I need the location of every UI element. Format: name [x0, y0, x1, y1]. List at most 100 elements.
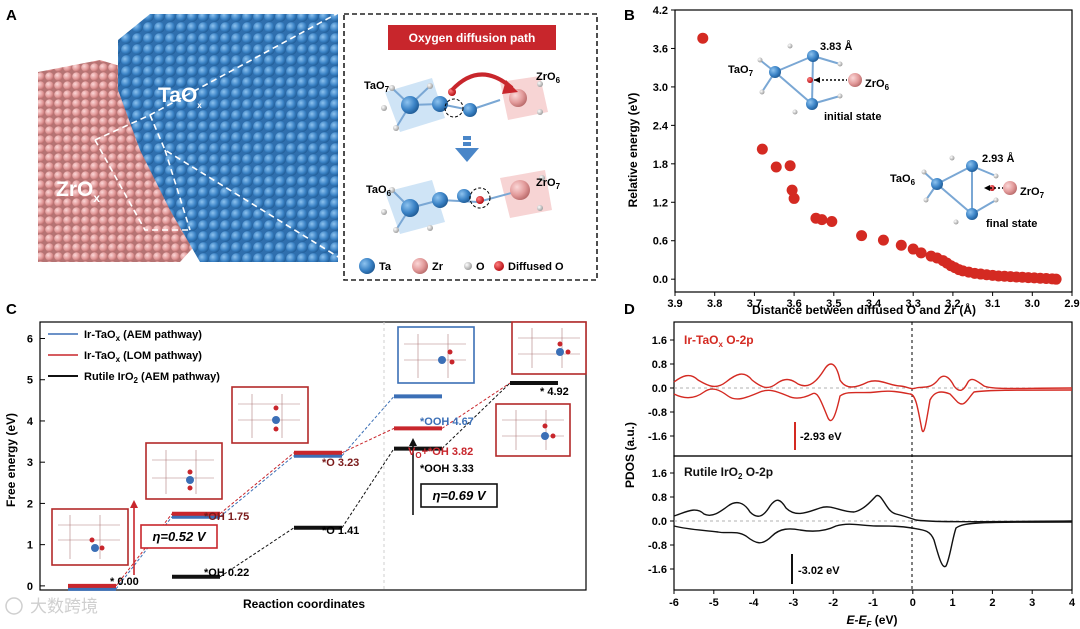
d-band-center-bottom-label: -3.02 eV — [798, 565, 840, 577]
b-xtick-label: 3.5 — [826, 298, 841, 310]
c-thumb-atoms — [89, 341, 571, 552]
c-eta2-text: η=0.69 V — [432, 488, 486, 503]
c-thumb-5 — [511, 321, 587, 375]
c-connector — [341, 427, 395, 454]
c-connector — [341, 395, 395, 457]
legend-ta-icon — [359, 258, 375, 274]
c-thumb-1 — [51, 508, 129, 566]
d-xtick-label: 0 — [910, 597, 916, 609]
b-final-distance: 2.93 Å — [982, 152, 1014, 165]
c-ytick-label: 3 — [27, 457, 33, 469]
c-connector — [341, 448, 395, 529]
c-ytick-label: 1 — [27, 540, 33, 552]
c-connector — [219, 452, 295, 515]
tao7-label: TaO7 — [364, 80, 390, 94]
legend-diffused-o-icon — [494, 261, 504, 271]
b-initial-zro: ZrO6 — [865, 78, 890, 92]
c-ytick-label: 4 — [27, 416, 34, 428]
transition-arrow — [455, 136, 479, 162]
d-ytick-label: -0.8 — [648, 407, 667, 419]
d-xtick-label: -1 — [868, 597, 878, 609]
d-ytick-label: -1.6 — [648, 431, 667, 443]
b-ytick-label: 1.2 — [653, 197, 668, 209]
c-legend: Ir-TaOx (AEM pathway) Ir-TaOx (LOM pathw… — [48, 329, 220, 385]
b-final-zro: ZrO7 — [1020, 186, 1045, 200]
d-xtick-label: -6 — [669, 597, 679, 609]
tao6-label: TaO6 — [366, 184, 392, 198]
b-point — [895, 239, 907, 251]
zrox-label: ZrOx — [56, 178, 100, 205]
c-legend-blue: Ir-TaOx (AEM pathway) — [84, 329, 202, 343]
b-xtick-label: 3.9 — [667, 298, 682, 310]
d-xtick-label: -3 — [789, 597, 799, 609]
c-thumb-3 — [231, 386, 309, 444]
d-xtick-label: 2 — [989, 597, 995, 609]
c-label-oh-red: *OH 1.75 — [204, 511, 249, 523]
b-point — [697, 32, 709, 44]
d-xtick-label: 1 — [950, 597, 956, 609]
b-point — [786, 184, 798, 196]
b-point — [877, 234, 889, 246]
d-ytick-label: 0.0 — [652, 383, 667, 395]
c-label-star-end: * 4.92 — [540, 386, 569, 398]
b-xtick-label: 3.4 — [866, 298, 882, 310]
d-iro2-curve-up — [673, 494, 1073, 523]
zro7-label: ZrO7 — [536, 177, 561, 191]
c-thumb-2 — [145, 442, 223, 500]
b-xlabel: Distance between diffused O and Zr (Å) — [752, 302, 976, 317]
taox-label: TaOx — [158, 84, 202, 110]
c-thumb-4 — [397, 326, 475, 384]
c-eta1: η=0.52 V — [130, 500, 218, 575]
b-ytick-label: 3.0 — [653, 82, 668, 94]
panel-d: D PDOS (a.u.) E-EF (eV) -6 -5 -4 -3 -2 -1 0 1 2 3… — [623, 301, 1076, 629]
watermark: 大数跨境 — [5, 597, 98, 616]
panel-a-label: A — [6, 7, 17, 24]
c-ytick-label: 6 — [27, 333, 33, 345]
d-iro2-curve-down — [673, 521, 1073, 568]
legend-zr-icon — [412, 258, 428, 274]
c-thumbnails — [51, 321, 587, 566]
d-band-center-top-label: -2.93 eV — [800, 431, 842, 443]
d-ytick-label: 0.0 — [652, 516, 667, 528]
c-label-oh-black: *OH 0.22 — [204, 567, 249, 579]
legend-o: O — [476, 261, 485, 273]
b-ytick-label: 1.8 — [653, 159, 668, 171]
d-xtick-label: 4 — [1069, 597, 1076, 609]
legend-zr: Zr — [432, 261, 444, 273]
b-point — [1050, 273, 1062, 285]
d-series-bottom: Rutile IrO2 O-2p — [684, 465, 773, 481]
interface-outline — [94, 11, 341, 259]
d-xtick-label: -2 — [828, 597, 838, 609]
c-thumb-details — [58, 328, 580, 559]
b-final-label: final state — [986, 218, 1037, 230]
path-title: Oxygen diffusion path — [409, 31, 536, 45]
b-xtick-label: 3.7 — [747, 298, 762, 310]
c-connector — [219, 455, 295, 518]
b-initial-label: initial state — [824, 111, 881, 123]
d-ytick-label: 0.8 — [652, 359, 667, 371]
b-ytick-label: 3.6 — [653, 43, 668, 55]
watermark-icon — [5, 597, 23, 615]
d-ytick-label: 1.6 — [652, 468, 667, 480]
c-plot-frame — [39, 321, 587, 591]
b-point — [826, 216, 838, 227]
b-xtick-label: 3.1 — [985, 298, 1000, 310]
b-xtick-label: 2.9 — [1064, 298, 1079, 310]
b-initial-tao: TaO7 — [728, 64, 754, 78]
b-point — [816, 214, 828, 226]
legend-ta: Ta — [379, 261, 392, 273]
legend-o-icon — [464, 262, 472, 270]
c-label-ooh-black: *OOH 3.33 — [420, 463, 474, 475]
c-ytick-label: 0 — [27, 581, 33, 593]
b-point — [770, 161, 782, 173]
b-ytick-label: 2.4 — [653, 120, 669, 132]
watermark-text: 大数跨境 — [30, 597, 98, 616]
c-legend-black: Rutile IrO2 (AEM pathway) — [84, 371, 220, 385]
d-irtaox-curve-down — [673, 388, 1073, 433]
taox-slab — [118, 14, 338, 262]
c-connector — [441, 382, 511, 429]
panel-b: B Relative energy (eV) Distance between … — [624, 5, 1080, 317]
c-legend-red: Ir-TaOx (LOM pathway) — [84, 350, 202, 364]
b-initial-distance: 3.83 Å — [820, 40, 852, 53]
c-eta2: η=0.69 V — [409, 438, 498, 515]
